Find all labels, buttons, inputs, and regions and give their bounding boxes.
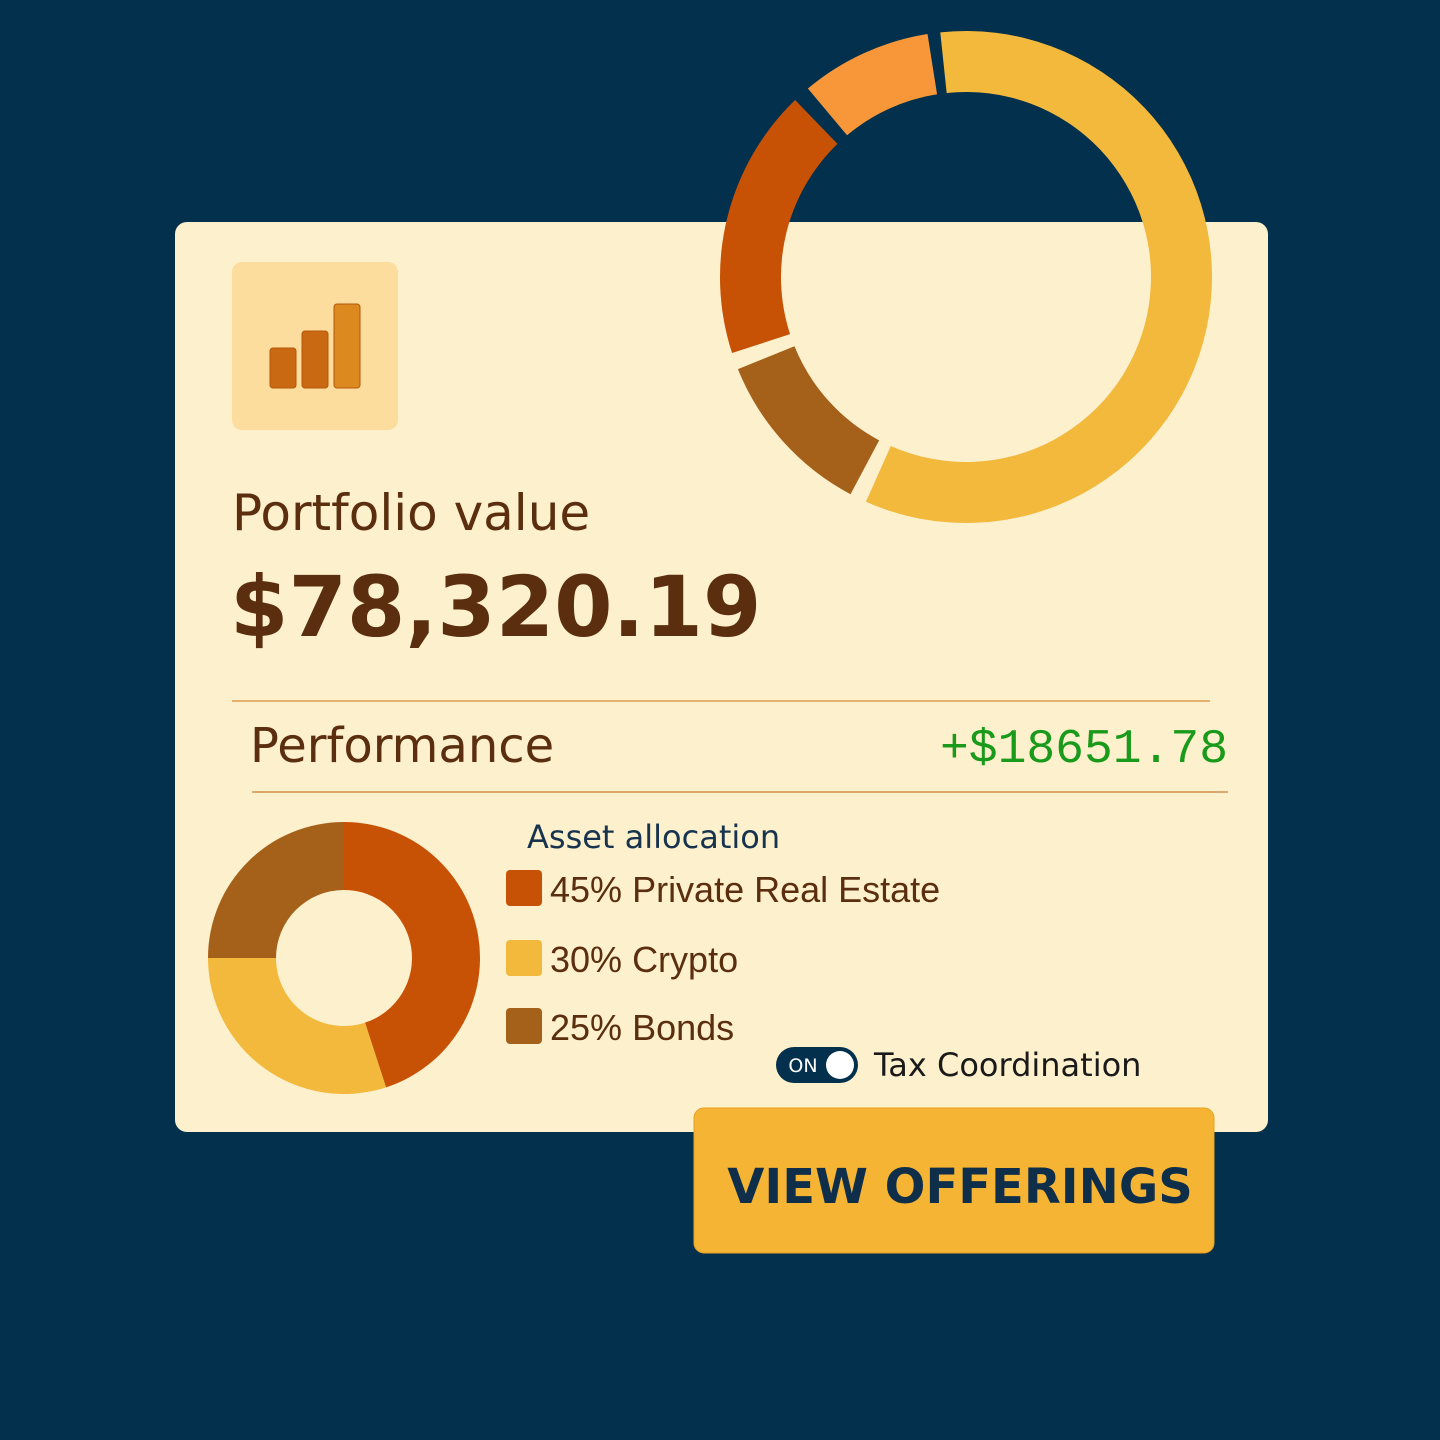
donut-segment: [208, 822, 344, 958]
portfolio-label: Portfolio value: [232, 484, 590, 542]
legend-entry: 25% Bonds: [550, 1007, 734, 1048]
legend-name: Private Real Estate: [632, 869, 940, 910]
legend-entry: 45% Private Real Estate: [550, 869, 940, 910]
portfolio-value: $78,320.19: [230, 558, 761, 656]
legend-swatch: [506, 940, 542, 976]
donut-chart: [208, 822, 480, 1094]
button[interactable]: [693, 1107, 1215, 1254]
legend-value: 25%: [550, 1007, 622, 1048]
performance-value: +$18651.78: [940, 723, 1228, 777]
legend-value: 45%: [550, 869, 622, 910]
ring-segment: [865, 30, 1213, 523]
ring-segment: [737, 346, 880, 495]
toggle-knob[interactable]: [826, 1051, 854, 1079]
donut-segment: [344, 822, 480, 1088]
icon-bar: [333, 303, 361, 389]
donut-segment: [208, 958, 387, 1094]
icon-bar: [269, 347, 297, 389]
ring-segment: [720, 100, 838, 354]
legend-name: Bonds: [632, 1007, 734, 1048]
legend-swatch: [506, 1008, 542, 1044]
button-label: VIEW OFFERINGS: [727, 1159, 1193, 1215]
ring-segment: [807, 34, 938, 136]
legend-entry: 30% Crypto: [550, 939, 738, 980]
legend-swatch: [506, 870, 542, 906]
legend-name: Crypto: [632, 939, 738, 980]
decorative-ring: [720, 30, 1213, 523]
legend-value: 30%: [550, 939, 622, 980]
chart-title: Asset allocation: [527, 818, 780, 856]
view-offerings-button[interactable]: VIEW OFFERINGS: [693, 1107, 1215, 1254]
toggle-state: ON: [788, 1055, 817, 1077]
toggle[interactable]: ON: [776, 1047, 858, 1083]
icon-bar: [301, 330, 329, 389]
toggle-label: Tax Coordination: [873, 1046, 1141, 1084]
performance-label: Performance: [250, 718, 554, 774]
